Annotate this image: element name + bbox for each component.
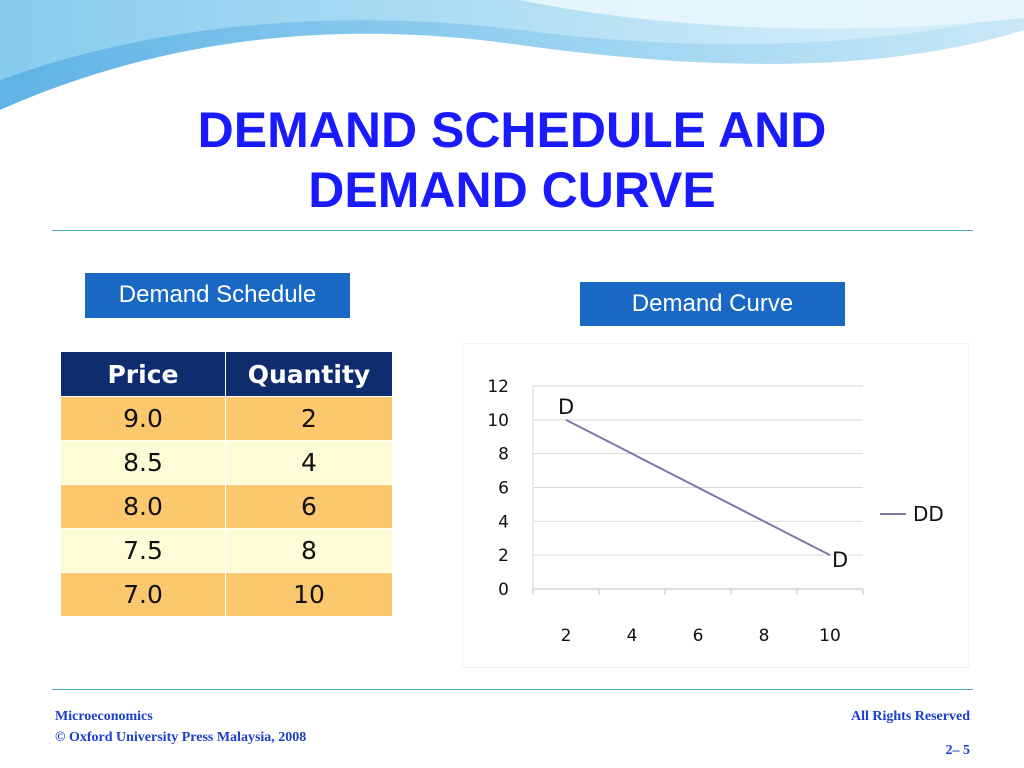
footer-page-number: 2– 5 (945, 743, 971, 758)
header-quantity: Quantity (224, 351, 394, 397)
y-tick-label: 2 (498, 546, 509, 566)
x-tick-label: 8 (759, 626, 770, 646)
demand-schedule-label: Demand Schedule (85, 273, 350, 318)
table-row: 7.5 8 (60, 528, 394, 573)
y-tick-label: 8 (498, 445, 509, 465)
y-tick-label: 12 (487, 377, 509, 397)
y-tick-label: 10 (487, 411, 509, 431)
quantity-cell: 6 (224, 484, 394, 529)
price-cell: 9.0 (60, 396, 226, 441)
footer-divider (52, 689, 973, 690)
demand-schedule-table: Price Quantity 9.0 2 8.5 4 8.0 6 7.5 8 7… (60, 351, 394, 617)
slide-title: DEMAND SCHEDULE AND DEMAND CURVE (0, 100, 1024, 220)
footer-course: Microeconomics (55, 709, 153, 724)
title-line-2: DEMAND CURVE (308, 162, 716, 218)
legend-label: DD (913, 502, 944, 526)
y-tick-label: 0 (498, 580, 509, 600)
x-tick-label: 6 (693, 626, 704, 646)
x-tick-label: 10 (819, 626, 841, 646)
table-row: 9.0 2 (60, 396, 394, 441)
data-point (565, 419, 567, 421)
table-row: 8.0 6 (60, 484, 394, 529)
price-cell: 7.0 (60, 572, 226, 617)
header-wave-decoration (0, 0, 1024, 114)
footer-rights: All Rights Reserved (851, 709, 970, 724)
price-cell: 7.5 (60, 528, 226, 573)
data-point (631, 453, 633, 455)
price-cell: 8.5 (60, 440, 226, 485)
demand-curve-label: Demand Curve (580, 282, 845, 326)
curve-annotation-label: D (832, 548, 848, 572)
data-point (829, 554, 831, 556)
curve-annotation-label: D (558, 395, 574, 419)
price-cell: 8.0 (60, 484, 226, 529)
y-tick-label: 6 (498, 479, 509, 499)
quantity-cell: 10 (224, 572, 394, 617)
quantity-cell: 8 (224, 528, 394, 573)
x-tick-label: 2 (561, 626, 572, 646)
header-price: Price (60, 351, 226, 397)
quantity-cell: 4 (224, 440, 394, 485)
x-tick-label: 4 (627, 626, 638, 646)
table-row: 8.5 4 (60, 440, 394, 485)
y-tick-label: 4 (498, 512, 509, 532)
table-row: 7.0 10 (60, 572, 394, 617)
demand-curve-chart-panel: 0 2 4 6 8 10 12 2 4 6 8 10 DD D D (463, 344, 968, 667)
data-point (763, 520, 765, 522)
quantity-cell: 2 (224, 396, 394, 441)
table-header-row: Price Quantity (60, 351, 394, 397)
footer-copyright: © Oxford University Press Malaysia, 2008 (55, 730, 307, 745)
title-line-1: DEMAND SCHEDULE AND (197, 102, 827, 158)
data-point (697, 487, 699, 488)
title-divider (52, 230, 973, 231)
